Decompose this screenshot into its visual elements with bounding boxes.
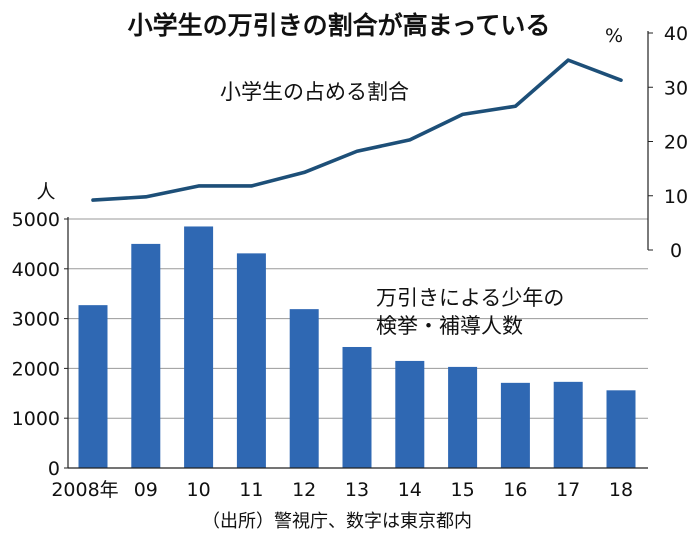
category-label-3: 11 bbox=[239, 479, 263, 501]
bar-9 bbox=[553, 381, 583, 468]
bar-4 bbox=[289, 309, 319, 468]
grid bbox=[68, 218, 648, 419]
category-label-0: 2008年 bbox=[51, 479, 118, 501]
category-label-4: 12 bbox=[292, 479, 316, 501]
source-note: （出所）警視庁、数字は東京都内 bbox=[202, 511, 472, 532]
category-label-5: 13 bbox=[345, 479, 369, 501]
chart-title: 小学生の万引きの割合が高まっている bbox=[128, 11, 551, 40]
line-series-label: 小学生の占める割合 bbox=[220, 80, 409, 104]
tick-labels: 0 1000 2000 3000 4000 5000 0 10 20 30 40 2008年 09 10 1… bbox=[12, 23, 688, 501]
bar-1 bbox=[131, 243, 161, 468]
category-label-9: 17 bbox=[556, 479, 580, 501]
bar-6 bbox=[395, 360, 425, 468]
bar-0 bbox=[78, 305, 108, 468]
bar-2 bbox=[184, 226, 214, 468]
category-label-7: 15 bbox=[451, 479, 475, 501]
right-tick-label-10: 10 bbox=[664, 186, 688, 208]
left-tick-label-2000: 2000 bbox=[12, 358, 60, 380]
bar-8 bbox=[500, 382, 530, 468]
bar-10 bbox=[606, 390, 636, 468]
line-path bbox=[91, 58, 623, 202]
bar-5 bbox=[342, 346, 372, 468]
right-tick-label-0: 0 bbox=[670, 240, 682, 262]
left-axis-unit: 人 bbox=[36, 181, 55, 203]
left-tick-label-0: 0 bbox=[48, 458, 60, 480]
right-tick-label-20: 20 bbox=[664, 132, 688, 154]
category-label-8: 16 bbox=[503, 479, 527, 501]
bar-3 bbox=[236, 253, 266, 468]
right-tick-label-40: 40 bbox=[664, 23, 688, 45]
bars bbox=[78, 226, 636, 468]
bar-7 bbox=[448, 366, 478, 468]
left-tick-label-5000: 5000 bbox=[12, 209, 60, 231]
category-label-6: 14 bbox=[398, 479, 422, 501]
right-tick-label-30: 30 bbox=[664, 77, 688, 99]
right-axis-unit: % bbox=[605, 25, 623, 47]
category-label-10: 18 bbox=[609, 479, 633, 501]
bar-series-label-line2: 検挙・補導人数 bbox=[376, 314, 523, 338]
category-label-1: 09 bbox=[134, 479, 158, 501]
left-tick-label-1000: 1000 bbox=[12, 408, 60, 430]
category-label-2: 10 bbox=[187, 479, 211, 501]
left-tick-label-4000: 4000 bbox=[12, 259, 60, 281]
line-series bbox=[91, 58, 623, 202]
axes bbox=[64, 31, 653, 469]
left-tick-label-3000: 3000 bbox=[12, 309, 60, 331]
bar-series-label-line1: 万引きによる少年の bbox=[376, 286, 564, 310]
